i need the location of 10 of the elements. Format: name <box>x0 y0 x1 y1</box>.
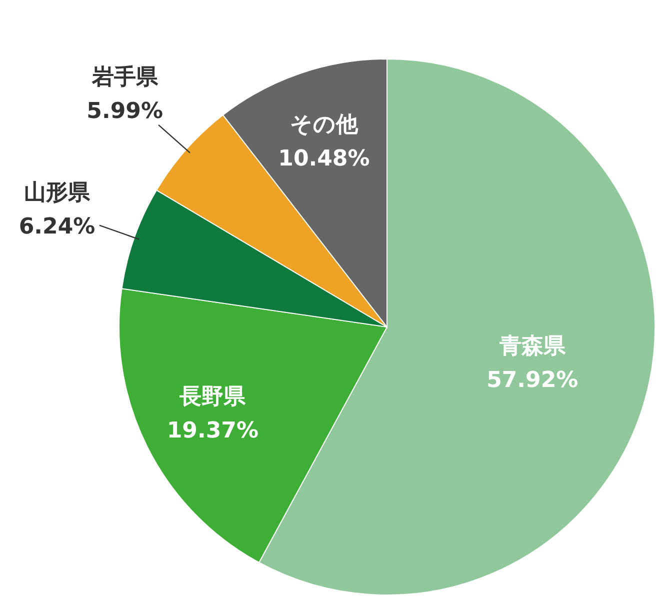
data-label: 10.48% <box>278 146 370 172</box>
data-label: 5.99% <box>86 99 163 124</box>
data-label: 6.24% <box>18 214 96 240</box>
data-label: 57.92% <box>486 368 578 393</box>
slice-label: 山形県 <box>24 180 92 206</box>
slice-label: 長野県 <box>178 384 247 410</box>
slice-label: その他 <box>290 112 359 138</box>
slice-label: 青森県 <box>498 334 566 359</box>
slice-label: 岩手県 <box>90 65 159 90</box>
data-label: 19.37% <box>166 418 258 444</box>
